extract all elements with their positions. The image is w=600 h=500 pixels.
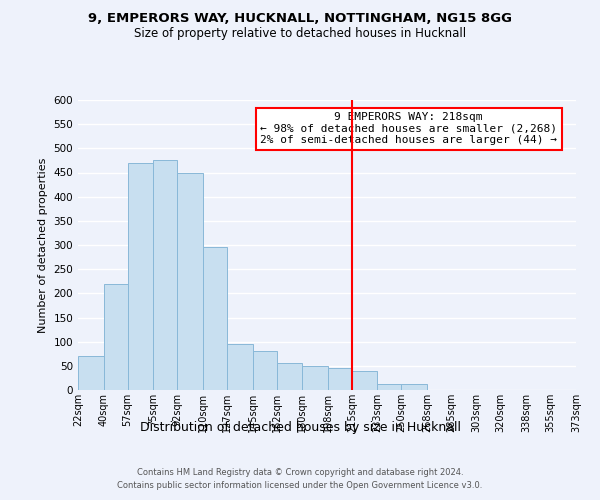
Text: 9 EMPERORS WAY: 218sqm
← 98% of detached houses are smaller (2,268)
2% of semi-d: 9 EMPERORS WAY: 218sqm ← 98% of detached… [260,112,557,146]
Bar [302,366,328,390]
Bar [277,364,302,390]
Text: Contains HM Land Registry data © Crown copyright and database right 2024.: Contains HM Land Registry data © Crown c… [137,468,463,477]
Bar [153,160,178,390]
Bar [253,352,277,390]
Bar [401,384,427,390]
Bar [328,368,352,390]
Bar [104,284,128,390]
Bar [227,344,253,390]
Text: Size of property relative to detached houses in Hucknall: Size of property relative to detached ho… [134,28,466,40]
Text: Contains public sector information licensed under the Open Government Licence v3: Contains public sector information licen… [118,482,482,490]
Bar [128,163,153,390]
Bar [352,370,377,390]
Bar [178,172,203,390]
Bar [377,384,401,390]
Y-axis label: Number of detached properties: Number of detached properties [38,158,48,332]
Text: 9, EMPERORS WAY, HUCKNALL, NOTTINGHAM, NG15 8GG: 9, EMPERORS WAY, HUCKNALL, NOTTINGHAM, N… [88,12,512,26]
Bar [203,248,227,390]
Text: Distribution of detached houses by size in Hucknall: Distribution of detached houses by size … [139,421,461,434]
Bar [78,356,104,390]
